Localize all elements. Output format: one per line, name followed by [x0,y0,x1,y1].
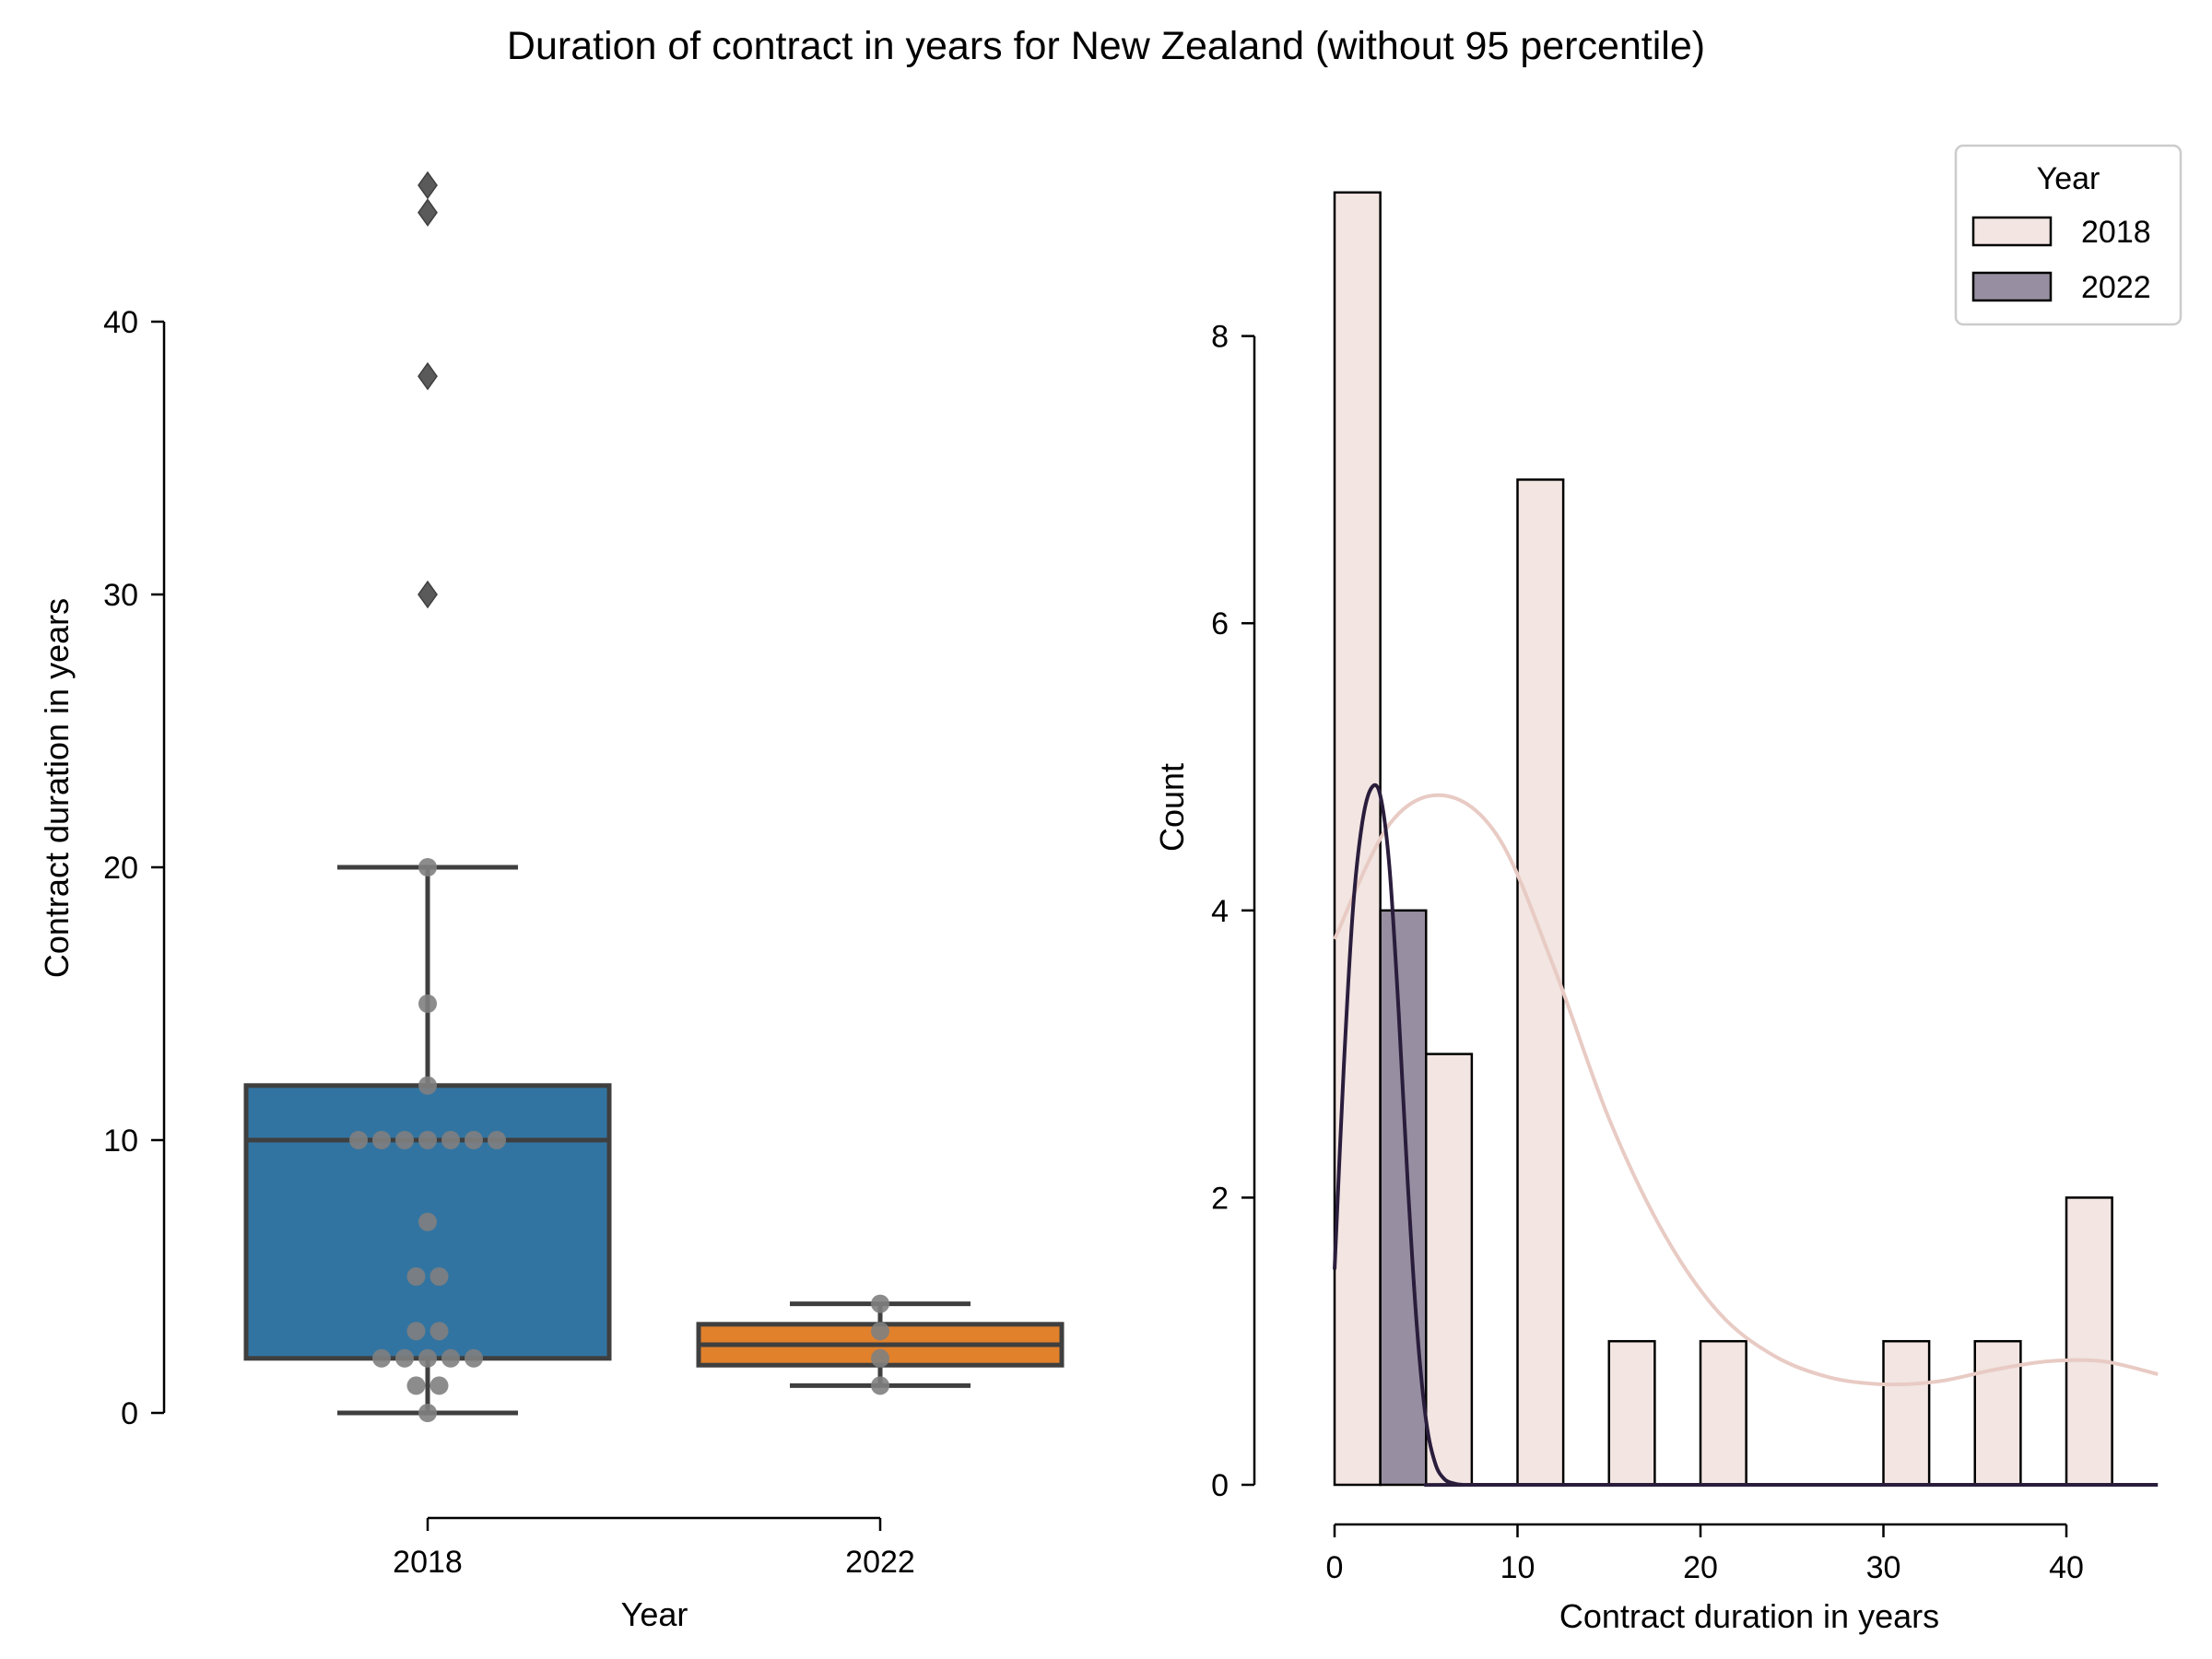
swarm-point [871,1294,889,1313]
swarm-point [406,1267,426,1286]
legend-swatch-2022 [1971,271,2053,302]
swarm-point [429,1376,449,1395]
hist-bar-2018 [1882,1339,1931,1487]
y-axis-label: Contract duration in years [38,598,76,978]
swarm-point [441,1131,460,1149]
boxplot-panel: 0 10 20 30 40 2018 2022 Year Contract duration i… [38,171,1065,1633]
y-tick-label: 8 [1211,320,1229,355]
swarm-point [418,1212,437,1231]
swarm-point [372,1131,391,1149]
swarm-point [395,1348,414,1368]
swarm-point [418,1076,437,1095]
swarm-point [418,1131,437,1149]
x-axis-label: Year [621,1595,688,1633]
swarm-point [349,1131,368,1149]
swarm-point [871,1376,889,1395]
hist-bar-2018 [1607,1339,1656,1487]
y-axis-label: Count [1153,763,1191,852]
x-tick-label: 0 [1326,1550,1344,1585]
y-tick-label: 4 [1211,894,1229,929]
y-tick-label: 30 [103,578,138,613]
y-tick-label: 6 [1211,606,1229,641]
swarm-point [441,1348,460,1368]
outlier-marker [418,171,438,200]
histogram-panel: 0 2 4 6 8 0 10 20 30 40 Contract duration in years… [1153,144,2183,1635]
swarm-point [871,1348,889,1368]
y-tick-label: 2 [1211,1181,1229,1216]
y-tick-label: 10 [103,1124,138,1159]
y-tick-label: 0 [121,1396,138,1431]
swarm-point [465,1348,483,1368]
y-tick-label: 40 [103,305,138,340]
swarm-point [418,1348,437,1368]
kde-line-2018 [1333,793,2159,1387]
x-tick-label: 2022 [845,1545,915,1580]
swarm-point [395,1131,414,1149]
swarm-point [418,1404,437,1422]
legend-swatch-2018 [1971,216,2053,247]
swarm-point [488,1131,506,1149]
legend-label-2018: 2018 [2081,215,2151,250]
hist-bar-2018 [1699,1339,1747,1487]
swarm-point [429,1322,449,1341]
kde-line-2022 [1333,782,2159,1488]
swarm-point [418,858,437,877]
swarm-point [372,1348,391,1368]
swarm-point [406,1322,426,1341]
swarm-point [429,1267,449,1286]
outlier-marker [418,198,438,227]
hist-bar-2018 [2065,1196,2113,1487]
x-tick-label: 20 [1683,1550,1718,1585]
x-tick-label: 30 [1866,1550,1901,1585]
swarm-point [871,1322,889,1341]
x-tick-label: 40 [2049,1550,2084,1585]
legend-title: Year [2037,161,2100,196]
figure-title: Duration of contract in years for New Ze… [506,24,1706,68]
hist-bar-2022 [1379,909,1428,1487]
x-tick-label: 2018 [393,1545,463,1580]
outlier-marker [418,580,438,609]
hist-bar-2018 [1425,1053,1474,1487]
legend-label-2022: 2022 [2081,270,2151,305]
hist-bar-2018 [1333,191,1382,1487]
legend: Year 2018 2022 [1954,144,2183,326]
x-axis-label: Contract duration in years [1559,1597,1939,1635]
swarm-point [418,994,437,1013]
hist-bar-2018 [1973,1339,2022,1487]
swarm-point [465,1131,483,1149]
x-tick-label: 10 [1500,1550,1535,1585]
y-tick-label: 0 [1211,1468,1229,1503]
y-tick-label: 20 [103,851,138,886]
swarm-point [406,1376,426,1395]
outlier-marker [418,361,438,391]
hist-bar-2018 [1516,478,1565,1487]
